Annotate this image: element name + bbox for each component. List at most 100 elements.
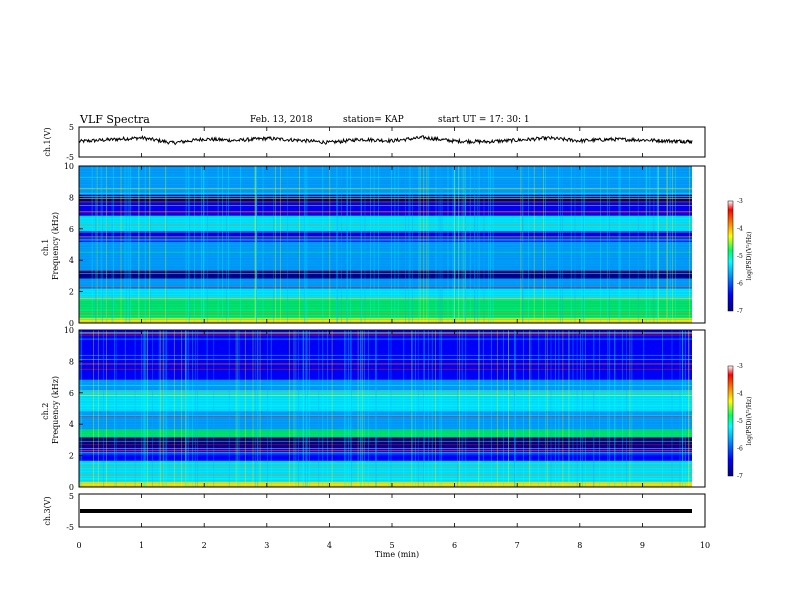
- spectrogram-band: [79, 442, 692, 446]
- spectrogram-band: [79, 268, 692, 272]
- spectrogram-band: [79, 398, 692, 401]
- spectrogram-band: [79, 358, 692, 362]
- ch1-spectrogram-image: [79, 166, 692, 324]
- spectrogram-band: [79, 361, 692, 365]
- spectrogram-band: [79, 411, 692, 415]
- spectrogram-band: [79, 189, 692, 193]
- spectrogram-band: [79, 320, 692, 324]
- spectrogram-band: [79, 460, 692, 464]
- spectrogram-band: [79, 179, 692, 183]
- spectrogram-band: [79, 289, 692, 292]
- spectrogram-band: [79, 463, 692, 467]
- spectrogram-band: [79, 335, 692, 339]
- spectrogram-band: [79, 345, 692, 349]
- spectrogram-band: [79, 213, 692, 217]
- time-tick-label: 7: [515, 541, 520, 550]
- spectrogram-band: [79, 432, 692, 436]
- spectrogram-band: [79, 249, 692, 253]
- ch3-ytick-bottom: -5: [66, 523, 74, 532]
- spectrogram-band: [79, 453, 692, 456]
- ch1-waveform-line: [78, 134, 693, 146]
- frequency-tick-label: 8: [69, 357, 74, 366]
- colorbar-tick-label: -3: [737, 198, 743, 205]
- colorbar-tick-label: -7: [737, 473, 743, 480]
- spectrogram-band: [79, 348, 692, 352]
- spectrogram-band: [79, 218, 692, 222]
- ch1-colorbar: [727, 200, 734, 312]
- spectrogram-band: [79, 247, 692, 251]
- spectrogram-band: [79, 234, 692, 237]
- spectrogram-band: [79, 228, 692, 232]
- spectrogram-band: [79, 171, 692, 175]
- spectrogram-band: [79, 479, 692, 483]
- spectrogram-band: [79, 445, 692, 449]
- date-label: Feb. 13, 2018: [250, 115, 313, 125]
- spectrogram-band: [79, 403, 692, 407]
- spectrogram-band: [79, 265, 692, 269]
- spectrogram-band: [79, 281, 692, 285]
- spectrogram-band: [79, 419, 692, 422]
- time-tick-label: 10: [700, 541, 710, 550]
- ch3-ylabel: ch.3(V): [43, 496, 52, 525]
- time-axis-label: Time (min): [375, 550, 419, 559]
- ch2-spectrogram-ylabel-line2: Frequency (kHz): [51, 376, 60, 444]
- spectrogram-band: [79, 408, 692, 412]
- spectrogram-band: [79, 309, 692, 313]
- time-tick-label: 1: [139, 541, 144, 550]
- spectrogram-band: [79, 413, 692, 417]
- spectrogram-band: [79, 384, 692, 388]
- spectrogram-band: [79, 447, 692, 451]
- spectrogram-band: [79, 299, 692, 303]
- spectrogram-band: [79, 257, 692, 261]
- spectrogram-band: [79, 241, 692, 245]
- spectrogram-band: [79, 405, 692, 409]
- ch1-spectrogram-ylabel: ch.1 Frequency (kHz): [41, 212, 60, 280]
- frequency-tick-label: 8: [69, 193, 74, 202]
- spectrogram-band: [79, 416, 692, 420]
- spectrogram-band: [79, 374, 692, 378]
- frequency-tick-label: 6: [69, 225, 74, 234]
- spectrogram-band: [79, 244, 692, 248]
- figure-title: VLF Spectra: [79, 113, 150, 126]
- spectrogram-band: [79, 220, 692, 224]
- spectrogram-band: [79, 315, 692, 319]
- time-tick-label: 6: [452, 541, 457, 550]
- spectrogram-band: [79, 392, 692, 396]
- ch1-spectrogram-ylabel-line2: Frequency (kHz): [51, 212, 60, 280]
- spectrogram-band: [79, 366, 692, 370]
- spectrogram-band: [79, 369, 692, 373]
- frequency-tick-label: 10: [64, 162, 74, 171]
- spectrogram-band: [79, 350, 692, 354]
- spectrogram-band: [79, 468, 692, 472]
- spectrogram-band: [79, 181, 692, 185]
- spectrogram-band: [79, 184, 692, 188]
- ch1-ytick-top: 5: [69, 123, 74, 132]
- time-tick-label: 9: [640, 541, 645, 550]
- spectrogram-band: [79, 231, 692, 235]
- spectrogram-band: [79, 424, 692, 428]
- colorbar-tick-label: -5: [737, 253, 743, 260]
- frequency-tick-label: 2: [69, 288, 74, 297]
- ch1-ylabel: ch.1(V): [43, 127, 52, 156]
- frequency-tick-label: 4: [69, 256, 74, 265]
- spectrogram-band: [79, 166, 692, 169]
- spectrogram-band: [79, 260, 692, 264]
- spectrogram-band: [79, 262, 692, 266]
- spectrogram-band: [79, 173, 692, 177]
- spectrogram-band: [79, 304, 692, 308]
- spectrogram-band: [79, 200, 692, 203]
- spectrogram-band: [79, 202, 692, 206]
- ch1-colorbar-label: log(PSD)(V²/Hz): [746, 232, 753, 281]
- spectrogram-band: [79, 332, 692, 336]
- station-label: station= KAP: [343, 115, 404, 125]
- spectrogram-band: [79, 364, 692, 367]
- spectrogram-band: [79, 437, 692, 441]
- ch2-spectrogram-ylabel-line1: ch.2: [41, 403, 50, 420]
- ch1-spectrogram-ylabel-line1: ch.1: [41, 239, 50, 256]
- spectrogram-band: [79, 395, 692, 399]
- spectrogram-band: [79, 286, 692, 290]
- spectrogram-band: [79, 340, 692, 344]
- ch2-colorbar: [727, 365, 734, 477]
- spectrogram-band: [79, 275, 692, 279]
